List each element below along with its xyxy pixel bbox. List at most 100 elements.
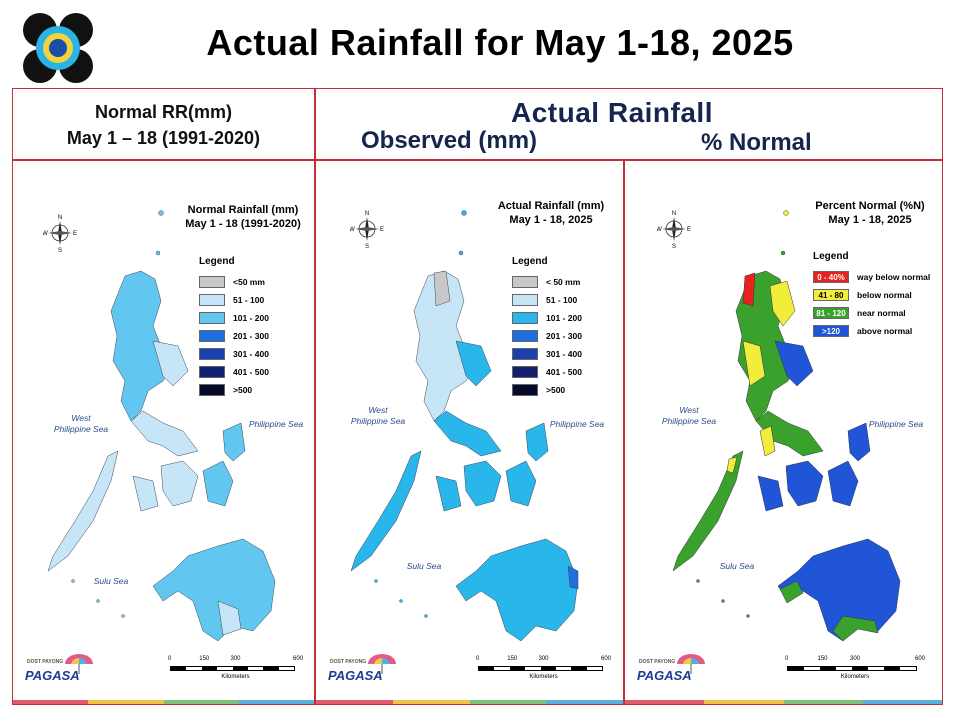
luzon-region — [413, 270, 502, 457]
stripe-segment — [783, 700, 863, 704]
stripe-segment — [13, 700, 89, 704]
legend-item: 101 - 200 — [199, 309, 269, 327]
legend-swatch — [199, 348, 225, 360]
visayas-region — [435, 422, 549, 512]
legend-swatch: 81 - 120 — [813, 307, 849, 319]
actual-map-title-line1: Actual Rainfall (mm) — [497, 200, 605, 212]
umbrella-icon — [368, 654, 396, 674]
legend-item: >500 — [199, 381, 269, 399]
legend-swatch — [512, 276, 538, 288]
actual-map-title: Actual Rainfall (mm) May 1 - 18, 2025 — [486, 199, 616, 227]
legend-label: 301 - 400 — [546, 349, 582, 359]
stripe-segment — [392, 700, 470, 704]
normal-rr-header-line2: May 1 – 18 (1991-2020) — [66, 128, 261, 148]
normal-rainfall-map — [47, 210, 276, 642]
stripe-segment — [163, 700, 239, 704]
west-philippine-sea-label-line: Philippine Sea — [350, 416, 406, 426]
pagasa-wordmark: PAGASA — [25, 668, 80, 683]
scale-tick-label: 0 — [168, 656, 172, 662]
legend-swatch — [512, 384, 538, 396]
stripe-segment — [862, 700, 942, 704]
mindanao-region — [777, 538, 901, 642]
legend-item: 401 - 500 — [199, 363, 269, 381]
philippine-sea-label: Philippine Sea — [549, 419, 605, 429]
legend-label: 301 - 400 — [233, 349, 269, 359]
legend-swatch — [512, 312, 538, 324]
legend-label: 51 - 100 — [233, 295, 265, 305]
percent-map-title: Percent Normal (%N) May 1 - 18, 2025 — [800, 199, 940, 227]
legend-swatch — [199, 384, 225, 396]
compass-w-label: W — [350, 227, 355, 233]
legend-item: 51 - 100 — [512, 291, 582, 309]
scale-tick-label: 300 — [230, 656, 241, 662]
actual-rainfall-map-panel: Actual Rainfall (mm) May 1 - 18, 2025 Le… — [315, 160, 624, 705]
stripe-segment — [316, 700, 393, 704]
scale-tick-label: 150 — [817, 656, 828, 662]
scale-tick-label: 600 — [915, 656, 926, 662]
scale-tick-label: 300 — [538, 656, 549, 662]
observed-mm-label: Observed (mm) — [361, 127, 538, 154]
legend-label: >500 — [233, 385, 253, 395]
sulu-sea-label: Sulu Sea — [719, 561, 755, 571]
legend-swatch — [512, 348, 538, 360]
percent-normal-label: % Normal — [701, 129, 812, 156]
legend-label: 201 - 300 — [233, 331, 269, 341]
pagasa-brand-logo: DOST PAYONG PAGASA — [633, 654, 711, 690]
compass-e-label: E — [687, 227, 691, 233]
legend-label: below normal — [857, 290, 912, 300]
palawan-region — [672, 450, 744, 572]
west-philippine-sea-label-line: Philippine Sea — [661, 416, 717, 426]
normal-map-title-line1: Normal Rainfall (mm) — [187, 204, 299, 216]
legend-item: 201 - 300 — [199, 327, 269, 345]
legend-label: 101 - 200 — [546, 313, 582, 323]
scale-tick-label: 300 — [850, 656, 861, 662]
legend-item: 41 - 80 below normal — [813, 286, 930, 304]
legend-label: way below normal — [857, 272, 931, 282]
sulu-sea-label: Sulu Sea — [406, 561, 442, 571]
color-stripe — [13, 700, 314, 704]
actual-rainfall-map — [350, 210, 579, 642]
dost-label: DOST PAYONG — [639, 659, 676, 665]
legend-swatch — [199, 294, 225, 306]
normal-map-legend: Legend <50 mm 51 - 100 101 - 200 201 - 300 3… — [199, 256, 269, 399]
compass-s-label: S — [365, 244, 369, 249]
compass-w-label: W — [43, 231, 48, 237]
small-islands — [71, 210, 164, 618]
legend-swatch — [512, 294, 538, 306]
legend-label: 201 - 300 — [546, 331, 582, 341]
scale-tick-label: 150 — [507, 656, 518, 662]
legend-label: 101 - 200 — [233, 313, 269, 323]
legend-label: 401 - 500 — [233, 367, 269, 377]
compass-n-label: N — [672, 211, 676, 217]
legend-label: < 50 mm — [546, 277, 581, 287]
compass-rose-icon: N S E W — [656, 209, 691, 250]
legend-label: 51 - 100 — [546, 295, 578, 305]
compass-n-label: N — [365, 211, 369, 217]
compass-rose-icon: N S E W — [42, 213, 77, 254]
legend-item: 81 - 120 near normal — [813, 304, 930, 322]
legend-title: Legend — [199, 256, 235, 267]
stripe-segment — [625, 700, 705, 704]
legend-item: < 50 mm — [512, 273, 582, 291]
color-stripe — [316, 700, 623, 704]
stripe-segment — [469, 700, 547, 704]
luzon-region — [735, 270, 824, 457]
scale-tick-label: 0 — [785, 656, 789, 662]
legend-swatch: 41 - 80 — [813, 289, 849, 301]
stripe-segment — [704, 700, 784, 704]
pagasa-wordmark: PAGASA — [637, 668, 692, 683]
legend-item: 301 - 400 — [199, 345, 269, 363]
pagasa-brand-logo: DOST PAYONG PAGASA — [324, 654, 402, 690]
legend-item: >120 above normal — [813, 322, 930, 340]
umbrella-icon — [677, 654, 705, 674]
percent-normal-map-panel: Percent Normal (%N) May 1 - 18, 2025 Leg… — [624, 160, 943, 705]
legend-swatch: 0 - 40% — [813, 271, 849, 283]
legend-item: >500 — [512, 381, 582, 399]
percent-map-title-line2: May 1 - 18, 2025 — [828, 214, 912, 226]
map-scale-bar: 0 150 300 600 Kilometers — [785, 656, 925, 686]
legend-swatch: >120 — [813, 325, 849, 337]
normal-rr-header: Normal RR(mm) May 1 – 18 (1991-2020) — [12, 88, 315, 160]
actual-rainfall-header: Actual Rainfall Observed (mm) % Normal — [315, 88, 943, 160]
scale-bar-segments — [478, 666, 603, 671]
legend-label: <50 mm — [233, 277, 265, 287]
